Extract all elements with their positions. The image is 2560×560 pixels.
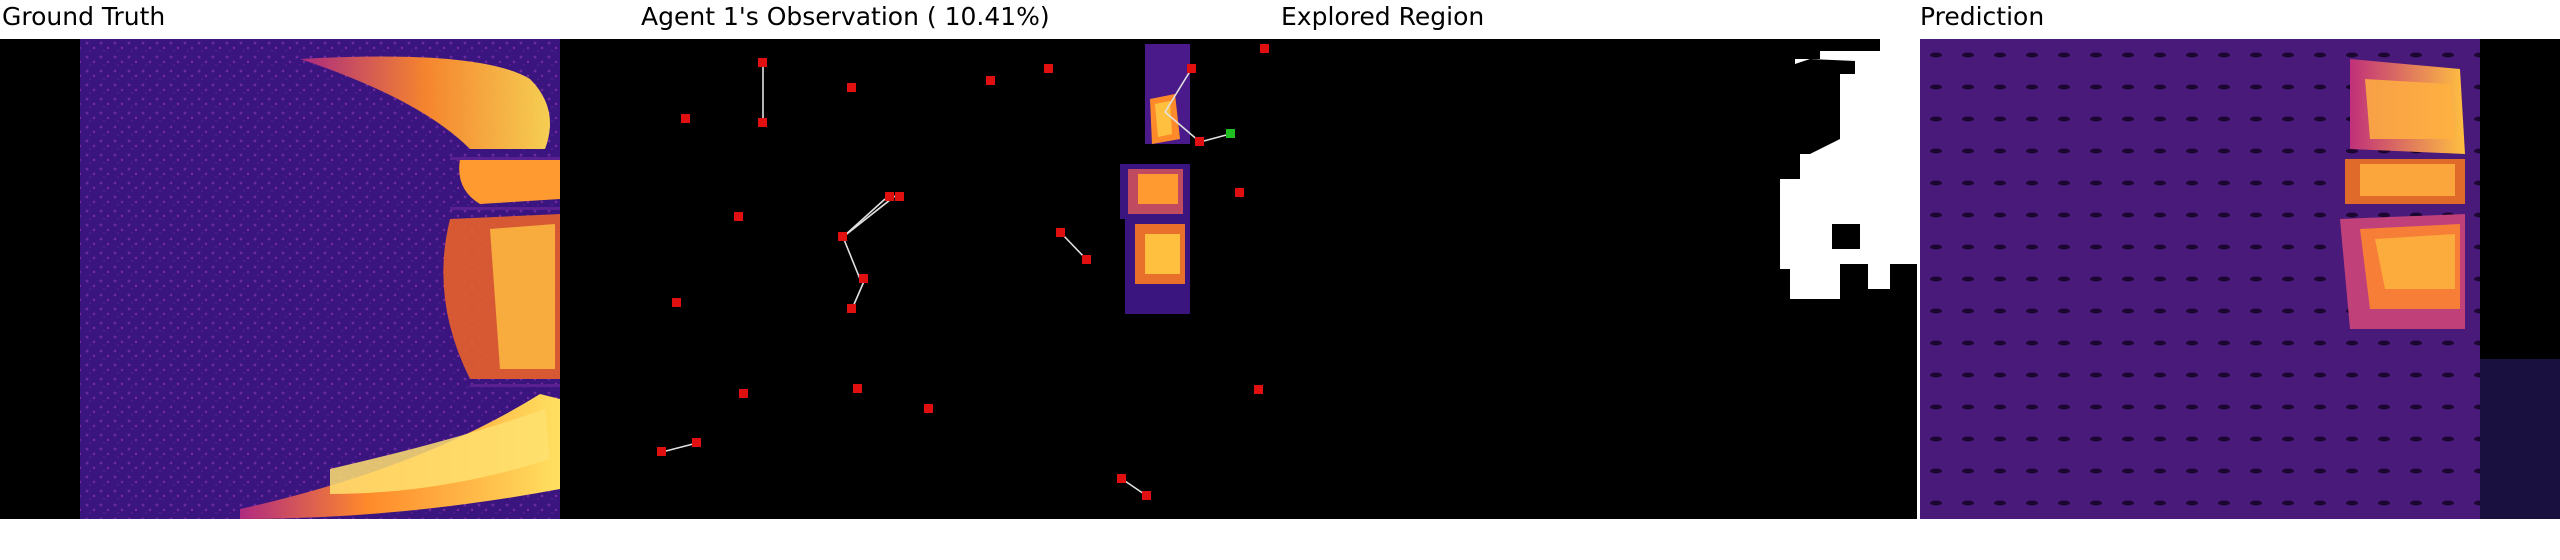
agent-marker bbox=[1254, 385, 1263, 394]
agent-marker bbox=[1260, 44, 1269, 53]
prediction-panel bbox=[1920, 39, 2560, 519]
agent-marker bbox=[672, 298, 681, 307]
agent-marker bbox=[853, 384, 862, 393]
prediction-title: Prediction bbox=[1920, 2, 2045, 31]
agent-marker bbox=[1187, 64, 1196, 73]
agent-marker bbox=[681, 114, 690, 123]
agent-marker bbox=[885, 192, 894, 201]
agent-marker bbox=[986, 76, 995, 85]
ground-truth-title: Ground Truth bbox=[2, 2, 166, 31]
observation-title: Agent 1's Observation ( 10.41%) bbox=[641, 2, 1050, 31]
agent-marker bbox=[859, 274, 868, 283]
explored-area bbox=[1780, 39, 1920, 519]
agent-marker bbox=[847, 83, 856, 92]
prediction-heatmap bbox=[1920, 39, 2560, 519]
agent-marker bbox=[1235, 188, 1244, 197]
explored-region-panel bbox=[1280, 39, 1920, 519]
agent-marker bbox=[692, 438, 701, 447]
agent-marker bbox=[1044, 64, 1053, 73]
agent-marker bbox=[739, 389, 748, 398]
observation-panel bbox=[640, 39, 1280, 519]
agent-marker bbox=[734, 212, 743, 221]
agent-marker bbox=[1056, 228, 1065, 237]
observed-patch bbox=[1120, 44, 1190, 314]
explored-region-title: Explored Region bbox=[1281, 2, 1485, 31]
current-agent-marker bbox=[1226, 129, 1235, 138]
ground-truth-panel bbox=[0, 39, 640, 519]
observation-map bbox=[657, 44, 1269, 500]
agent-markers bbox=[657, 44, 1269, 500]
explored-region-map bbox=[1780, 39, 1920, 519]
agent-marker bbox=[758, 58, 767, 67]
agent-marker bbox=[838, 232, 847, 241]
agent-marker bbox=[1195, 137, 1204, 146]
agent-marker bbox=[758, 118, 767, 127]
agent-marker bbox=[657, 447, 666, 456]
agent-marker bbox=[1082, 255, 1091, 264]
agent-marker bbox=[1117, 474, 1126, 483]
agent-marker bbox=[924, 404, 933, 413]
agent-marker bbox=[895, 192, 904, 201]
agent-marker bbox=[847, 304, 856, 313]
agent-marker bbox=[1142, 491, 1151, 500]
ground-truth-heatmap bbox=[80, 39, 560, 519]
